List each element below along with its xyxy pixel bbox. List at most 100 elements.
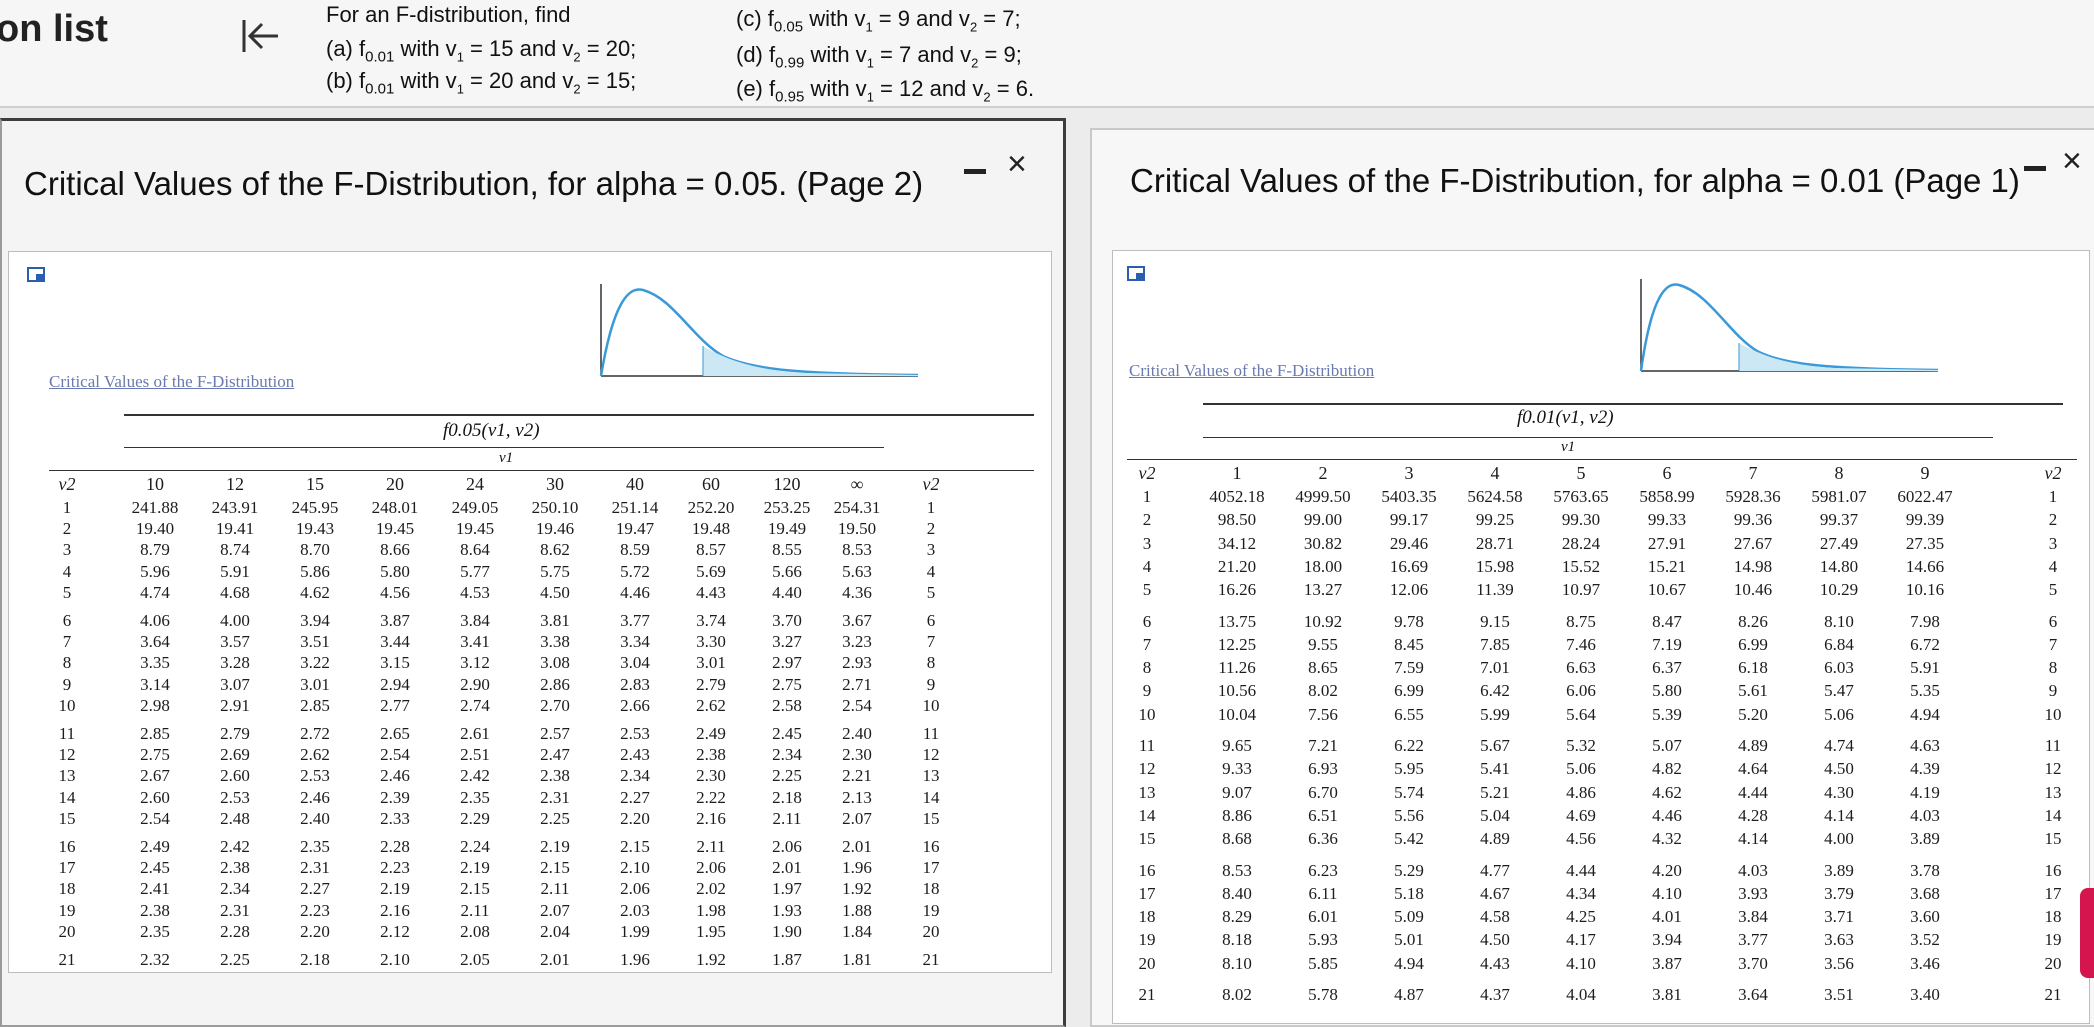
table-cell: 2.28 (220, 921, 250, 941)
table-cell: 34.12 (1217, 533, 1257, 553)
row-label: 9 (1142, 681, 1152, 701)
table-cell: 19.43 (295, 519, 335, 539)
question-part-b: (b) f0.01 with v1 = 20 and v2 = 15; (326, 68, 637, 98)
table-cell: 254.31 (833, 498, 881, 517)
table-cell: 4.62 (300, 582, 330, 602)
table-cell: 9.33 (1222, 759, 1252, 779)
table-cell: 4.00 (1824, 829, 1854, 849)
row-label: 13 (1138, 782, 1156, 802)
table-cell: 4.30 (1824, 782, 1854, 802)
table-cell: 4.43 (1480, 953, 1510, 973)
table-cell: 8.86 (1222, 805, 1252, 825)
panel-toggle-icon[interactable] (27, 266, 47, 284)
table-cell: 2.11 (772, 808, 802, 828)
table-cell: 2.38 (540, 766, 570, 786)
table-cell: 5.61 (1738, 681, 1768, 701)
collapse-left-icon[interactable] (236, 12, 284, 60)
table-cell: 3.67 (842, 611, 872, 630)
table-caption: Critical Values of the F-Distribution (1129, 361, 1375, 380)
table-cell: 1.90 (772, 921, 802, 941)
table-cell: 2.67 (140, 766, 170, 786)
table-cell: 2.20 (300, 921, 330, 941)
table-cell: 5403.35 (1381, 487, 1437, 506)
table-cell: 4.06 (140, 611, 170, 630)
minimize-icon[interactable] (964, 169, 986, 174)
table-cell: 3.70 (772, 611, 802, 630)
table-cell: 3.78 (1910, 860, 1940, 880)
table-cell: 6.22 (1394, 736, 1424, 755)
table-cell: 5928.36 (1725, 487, 1781, 506)
table-cell: 2.11 (696, 837, 726, 856)
table-cell: 4.56 (380, 582, 410, 602)
table-cell: 2.29 (460, 808, 490, 828)
table-cell: 8.64 (460, 540, 490, 560)
row-label: 10 (58, 695, 76, 715)
table-cell: 12.25 (1217, 634, 1257, 654)
table-cell: 2.22 (696, 787, 726, 807)
table-cell: 29.46 (1389, 533, 1429, 553)
row-label: 1 (62, 498, 72, 517)
table-cell: 3.07 (220, 674, 250, 694)
row-label: 3 (926, 540, 936, 560)
table-cell: 19.47 (615, 519, 655, 539)
table-cell: 9.07 (1222, 782, 1252, 802)
table-panel: Critical Values of the F-Distribution f0… (1112, 250, 2090, 1024)
table-cell: 3.77 (1738, 930, 1768, 950)
table-cell: 2.15 (620, 837, 650, 856)
row-label: 18 (1138, 907, 1156, 927)
table-cell: 3.81 (1652, 985, 1682, 1004)
row-label: 20 (922, 921, 940, 941)
table-cell: 8.02 (1308, 681, 1338, 701)
table-cell: 28.71 (1475, 533, 1515, 553)
table-cell: 7.46 (1566, 634, 1596, 654)
table-cell: 5.77 (460, 561, 490, 581)
table-cell: 2.71 (842, 674, 872, 694)
table-cell: 2.13 (842, 787, 872, 807)
table-cell: 2.66 (620, 695, 650, 715)
table-cell: 1.97 (772, 879, 802, 899)
row-label: 13 (58, 766, 76, 786)
close-icon[interactable]: × (2062, 142, 2082, 180)
panel-toggle-icon[interactable] (1127, 265, 1147, 283)
table-cell: 6.55 (1394, 704, 1424, 724)
table-cell: 3.27 (772, 632, 802, 652)
table-cell: 6.63 (1566, 658, 1596, 678)
table-cell: 6.84 (1824, 634, 1854, 654)
table-cell: 2.34 (620, 766, 650, 786)
row-label: 5 (62, 582, 72, 602)
table-cell: 7.98 (1910, 611, 1940, 631)
table-cell: 5.74 (1394, 782, 1424, 802)
table-cell: 2.74 (460, 695, 490, 715)
table-cell: 5981.07 (1811, 487, 1867, 506)
table-cell: 3.44 (380, 632, 410, 652)
table-cell: 6.01 (1308, 907, 1338, 927)
table-cell: 6.03 (1824, 658, 1854, 678)
table-cell: 10.29 (1819, 580, 1859, 600)
row-label: 20 (58, 921, 76, 941)
table-cell: 13.75 (1217, 611, 1257, 631)
column-header: 1 (1232, 463, 1242, 483)
table-cell: 4.58 (1480, 907, 1510, 927)
row-label: 7 (1142, 634, 1152, 654)
row-label: 15 (922, 808, 940, 828)
f-table-window-alpha-005[interactable]: Critical Values of the F-Distribution, f… (0, 118, 1066, 1027)
row-label: 6 (2048, 611, 2058, 631)
f-table-window-alpha-001[interactable]: Critical Values of the F-Distribution, f… (1090, 128, 2094, 1027)
table-cell: 3.04 (620, 653, 650, 673)
row-label: 8 (1142, 658, 1152, 678)
table-cell: 2.53 (220, 787, 250, 807)
row-label: 11 (2044, 736, 2062, 755)
column-header: 6 (1662, 463, 1672, 483)
table-cell: 7.85 (1480, 634, 1510, 654)
table-cell: 8.10 (1824, 611, 1854, 631)
row-label: 4 (1142, 556, 1152, 576)
table-cell: 19.41 (215, 519, 255, 539)
table-cell: 5.91 (1910, 658, 1940, 678)
row-label: 21 (922, 950, 940, 969)
close-icon[interactable]: × (1007, 145, 1027, 183)
table-cell: 4.32 (1652, 829, 1682, 849)
side-indicator[interactable] (2080, 888, 2094, 978)
row-label: 21 (58, 950, 76, 969)
minimize-icon[interactable] (2024, 166, 2046, 171)
table-cell: 4.17 (1566, 930, 1596, 950)
